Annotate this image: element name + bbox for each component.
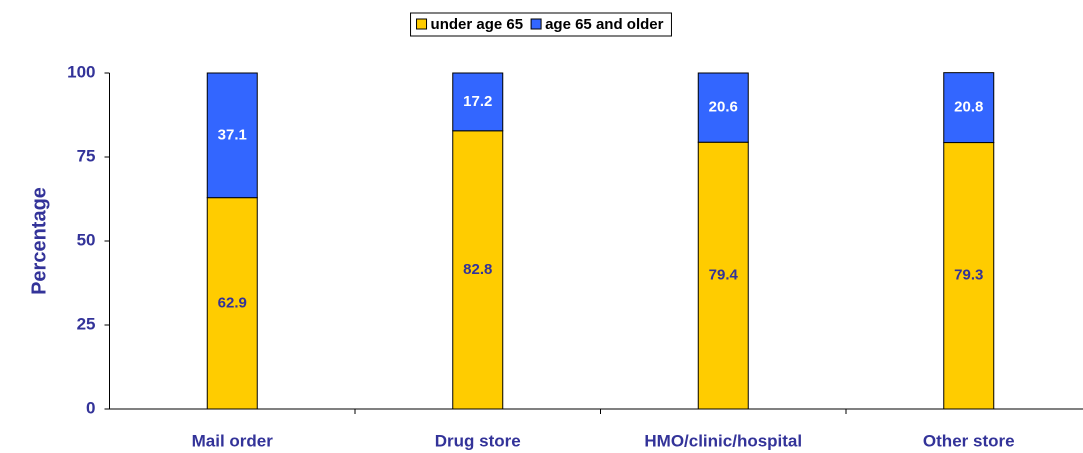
y-tick-label: 0 xyxy=(86,398,95,417)
data-label: 20.8 xyxy=(954,99,983,116)
bar-segment xyxy=(452,72,504,132)
bar-segment xyxy=(206,72,258,199)
y-tick-label: 75 xyxy=(77,146,96,165)
bar-segment xyxy=(697,141,749,410)
legend-swatch xyxy=(416,18,428,30)
x-tick-label: Drug store xyxy=(435,431,521,450)
y-axis-label: Percentage xyxy=(28,187,50,295)
data-label: 79.3 xyxy=(954,267,983,284)
legend-label: age 65 and older xyxy=(545,16,664,33)
data-label: 79.4 xyxy=(709,267,739,284)
bar-segment xyxy=(943,72,995,144)
bar-segment xyxy=(943,142,995,410)
x-tick-label: HMO/clinic/hospital xyxy=(644,431,802,450)
data-label: 82.8 xyxy=(463,261,492,278)
bar-segment xyxy=(452,130,504,410)
data-label: 37.1 xyxy=(218,126,247,143)
x-tick-label: Mail order xyxy=(192,431,274,450)
y-tick-label: 25 xyxy=(77,314,96,333)
y-tick-label: 50 xyxy=(77,230,96,249)
y-tick-label: 100 xyxy=(67,62,95,81)
data-label: 62.9 xyxy=(218,294,247,311)
data-label: 17.2 xyxy=(463,93,492,110)
data-label: 20.6 xyxy=(709,99,738,116)
legend-swatch xyxy=(530,18,542,30)
legend-label: under age 65 xyxy=(431,16,524,33)
x-tick-label: Other store xyxy=(923,431,1015,450)
bar-segment xyxy=(697,72,749,143)
